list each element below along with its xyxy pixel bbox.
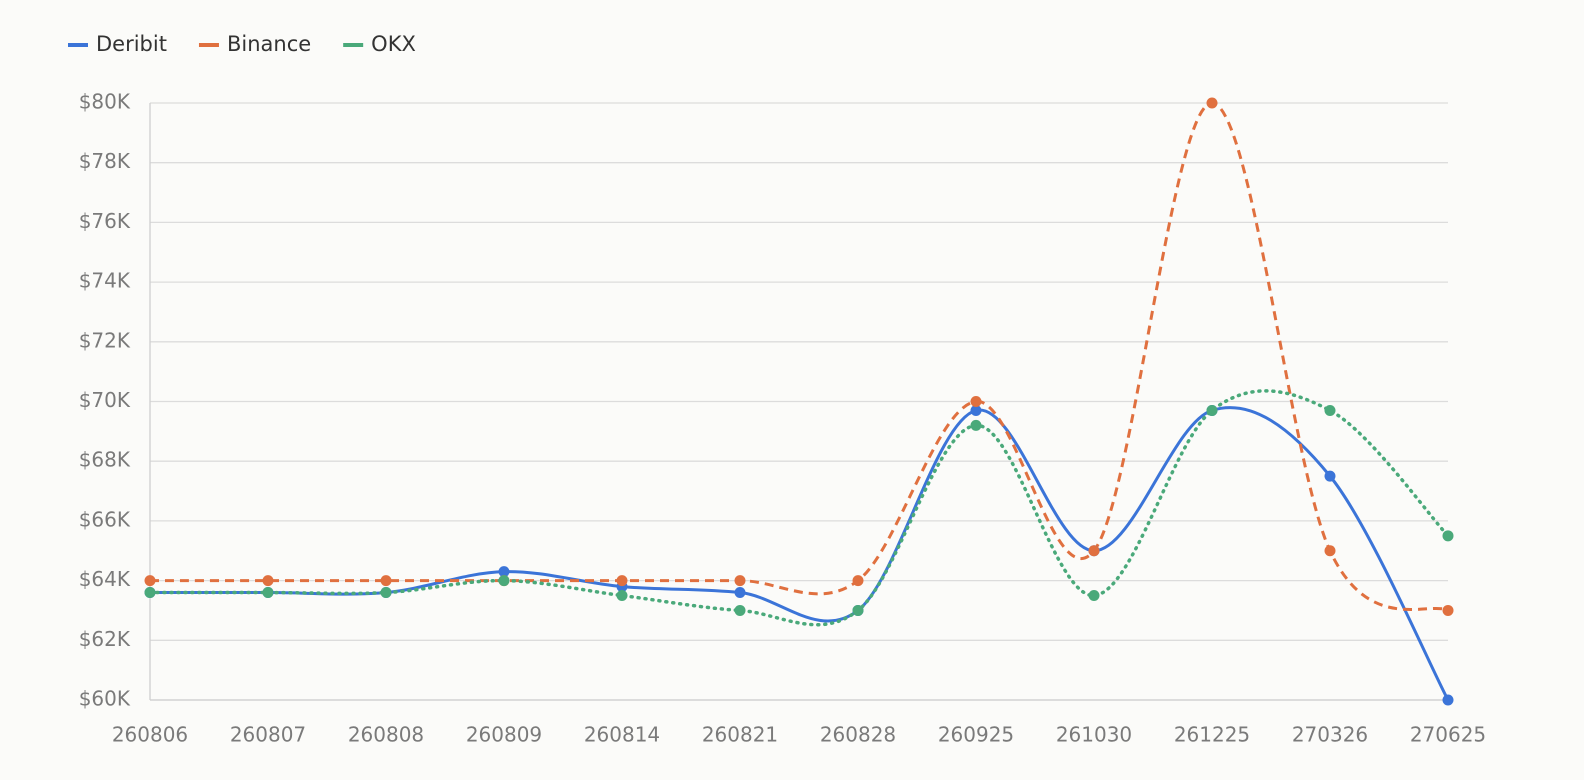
data-point — [1088, 590, 1100, 602]
data-point — [262, 575, 274, 587]
x-tick-label: 260806 — [112, 723, 188, 747]
data-point — [498, 566, 510, 578]
data-point — [380, 575, 392, 587]
legend-text: Deribit — [96, 32, 167, 56]
y-tick-label: $60K — [79, 687, 131, 711]
y-tick-label: $66K — [79, 507, 131, 531]
data-point — [734, 604, 746, 616]
data-point — [616, 590, 628, 602]
y-tick-label: $72K — [79, 328, 131, 352]
data-point — [616, 575, 628, 587]
x-tick-label: 260925 — [938, 723, 1014, 747]
x-tick-label: 261225 — [1174, 723, 1250, 747]
x-tick-label: 270625 — [1410, 723, 1486, 747]
y-tick-label: $68K — [79, 448, 131, 472]
data-point — [734, 587, 746, 599]
y-tick-label: $76K — [79, 209, 131, 233]
x-tick-label: 270326 — [1292, 723, 1368, 747]
data-point — [734, 575, 746, 587]
data-point — [852, 575, 864, 587]
data-point — [380, 587, 392, 599]
data-point — [1206, 404, 1218, 416]
data-point — [262, 587, 274, 599]
data-point — [1324, 545, 1336, 557]
x-tick-label: 261030 — [1056, 723, 1132, 747]
data-point — [1206, 97, 1218, 109]
data-point — [1442, 604, 1454, 616]
data-point — [144, 587, 156, 599]
x-tick-label: 260814 — [584, 723, 660, 747]
x-tick-label: 260807 — [230, 723, 306, 747]
y-tick-label: $64K — [79, 567, 131, 591]
data-point — [970, 396, 982, 407]
data-point — [970, 404, 982, 416]
data-point — [1324, 404, 1336, 416]
data-point — [1088, 545, 1100, 557]
y-tick-label: $80K — [79, 90, 131, 114]
data-point — [1442, 530, 1454, 542]
series-line — [148, 389, 1450, 627]
data-point — [1324, 470, 1336, 482]
data-point — [852, 604, 864, 616]
data-point — [144, 575, 156, 587]
y-tick-label: $78K — [79, 149, 131, 173]
data-point — [1442, 694, 1454, 706]
x-tick-label: 260809 — [466, 723, 542, 747]
series-line — [149, 101, 1449, 612]
y-tick-label: $62K — [79, 627, 131, 651]
x-tick-label: 260828 — [820, 723, 896, 747]
legend-text: OKX — [371, 32, 416, 56]
data-point — [970, 419, 982, 431]
y-tick-label: $70K — [79, 388, 131, 412]
data-point — [498, 575, 510, 587]
legend-text: Binance — [227, 32, 311, 56]
y-tick-label: $74K — [79, 269, 131, 293]
x-tick-label: 260808 — [348, 723, 424, 747]
x-tick-label: 260821 — [702, 723, 778, 747]
series-line — [150, 406, 1450, 701]
